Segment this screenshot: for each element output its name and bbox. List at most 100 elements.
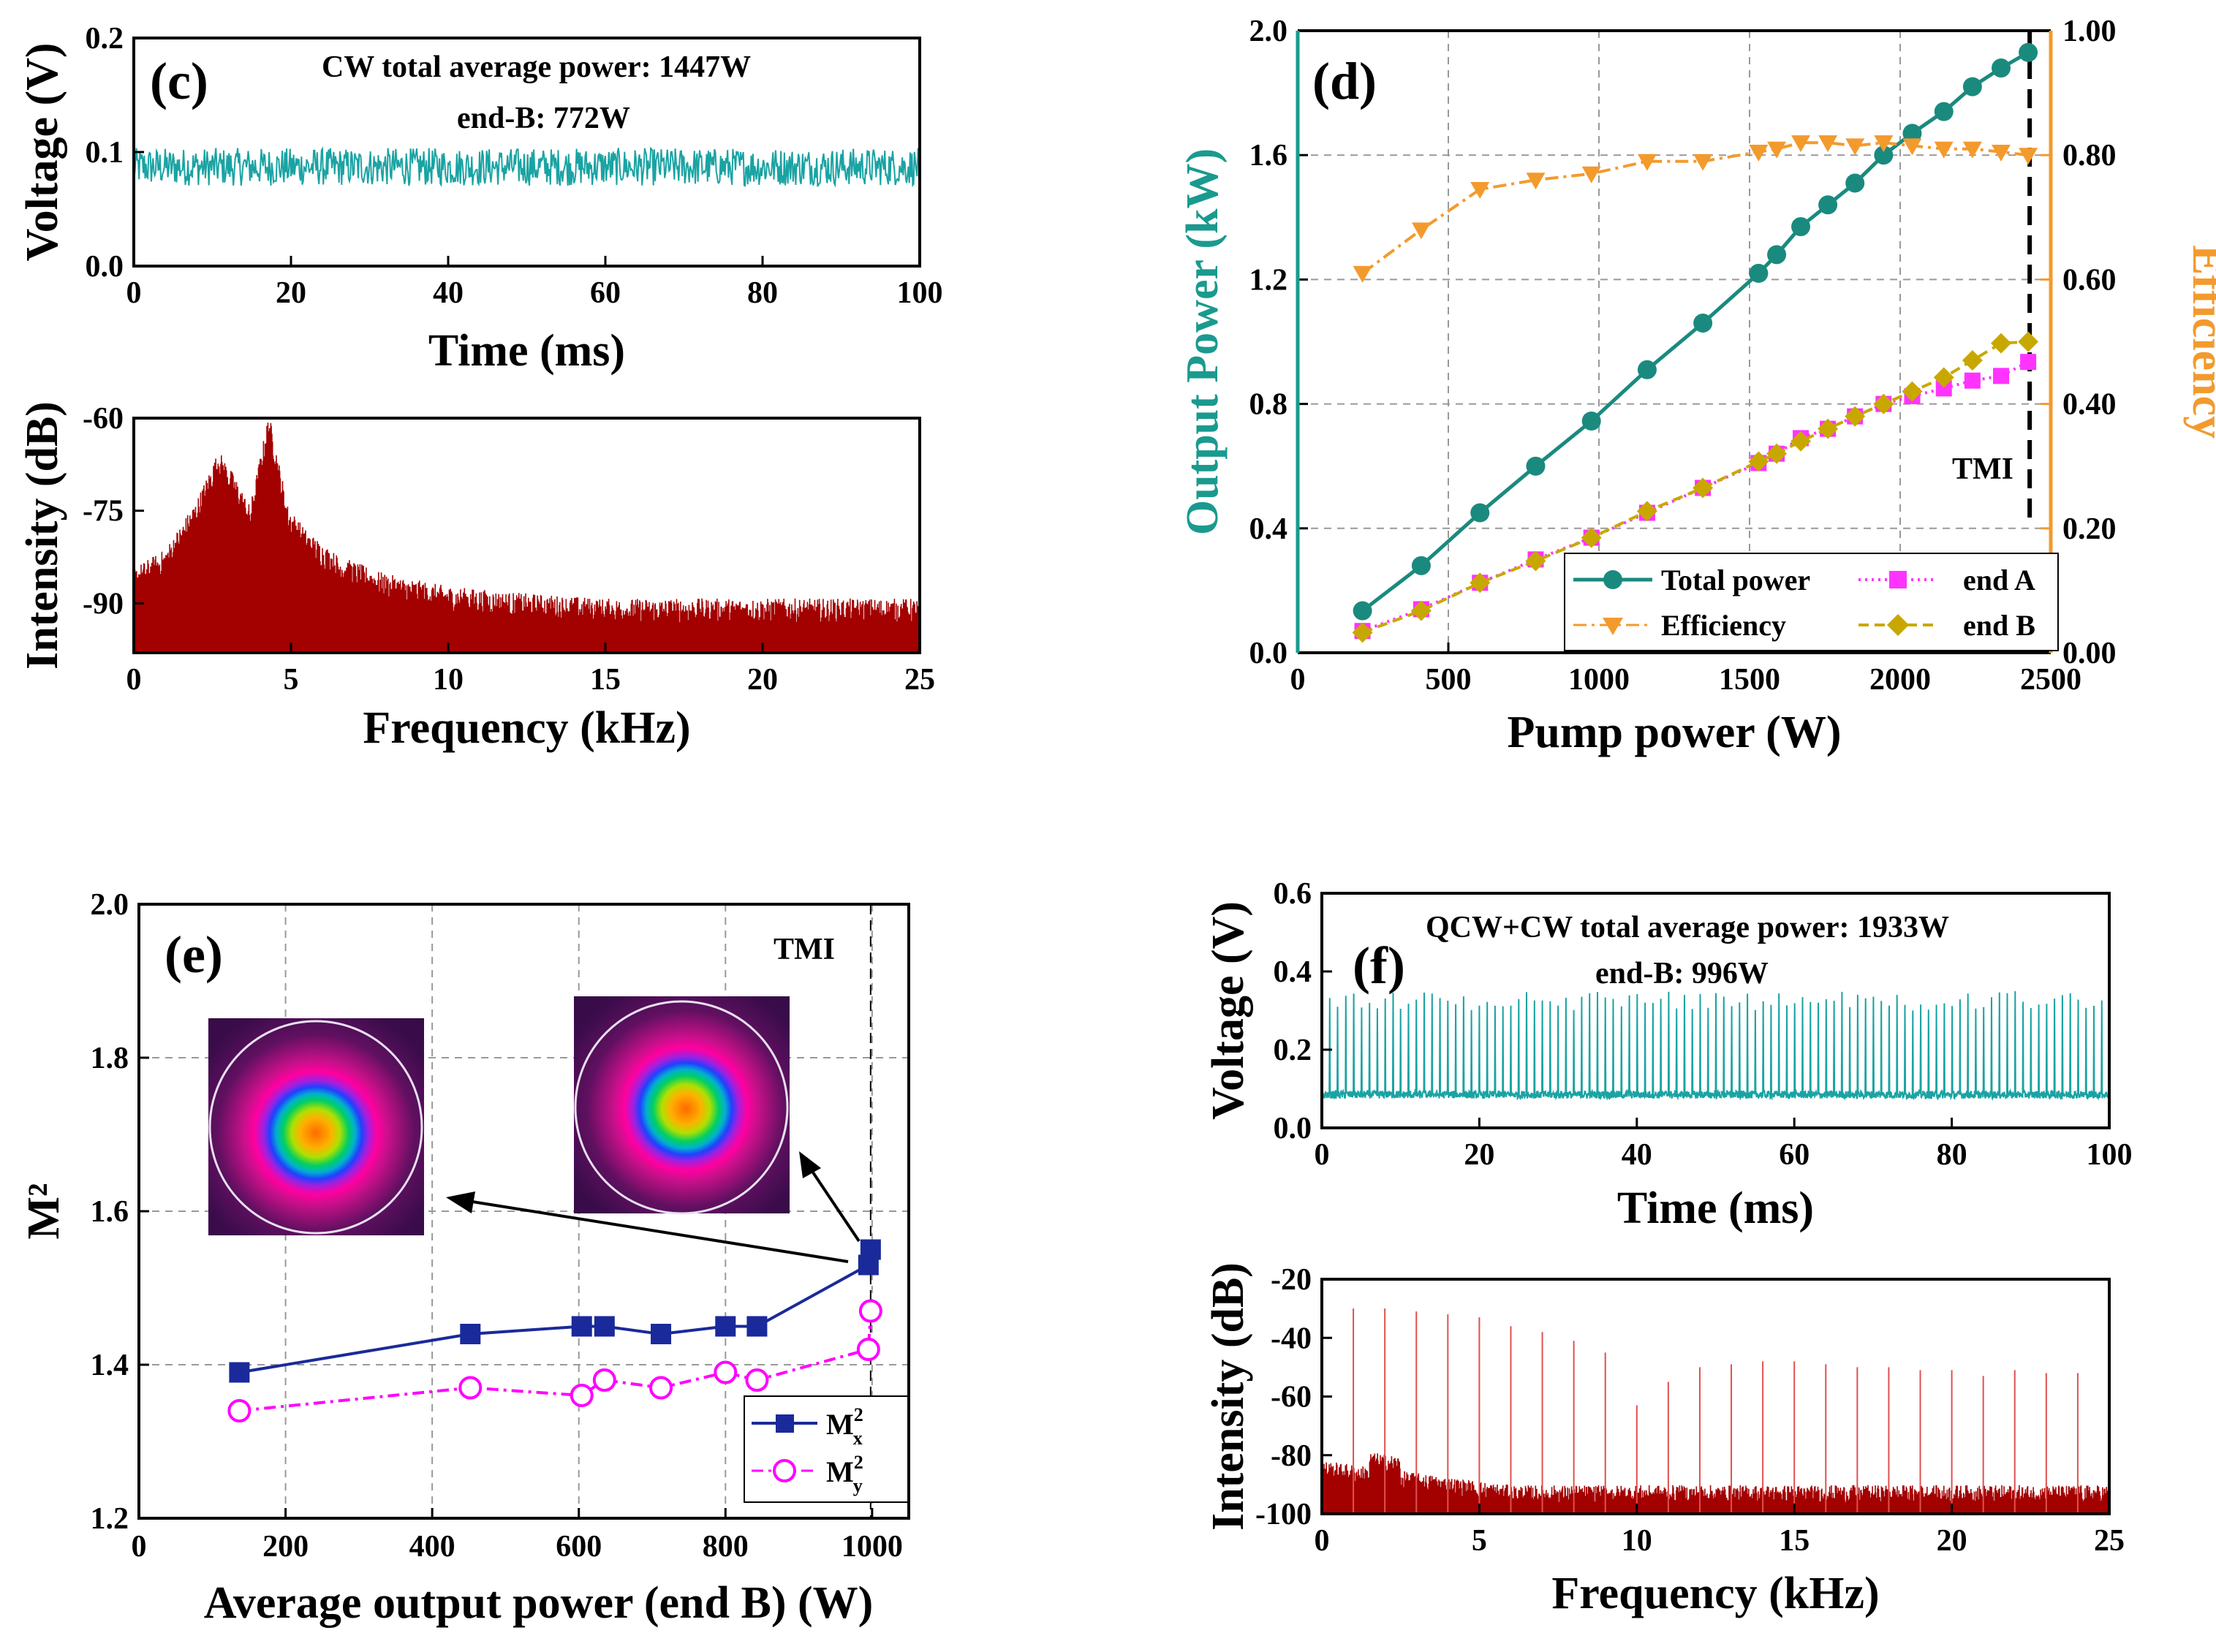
panel-e-m2y-point	[227, 1399, 252, 1422]
panel-d-ytick-label: 1.2	[1249, 263, 1288, 297]
panel-e-xtick-label: 200	[262, 1530, 309, 1564]
panel-c-bot-xtick-label: 10	[433, 663, 464, 697]
panel-d-total-power-point	[1902, 124, 1922, 143]
panel-d-ytick-label: 1.6	[1249, 139, 1288, 173]
panel-d-total-power-point	[1962, 77, 1982, 96]
panel-d-efficiency-point	[1637, 154, 1657, 171]
panel-c-voltage-plot: 0 20 40 60 80 100 0.0 0.1 0.2 Time (ms) Voltage (V…	[18, 22, 943, 376]
panel-e-m2x-line	[239, 1249, 872, 1374]
panel-d: 0 500 1000 1500 2000 2500 0.0 0.4 0.8 1.2 1.6 2.0 0.…	[1178, 15, 2216, 757]
panel-c-top-ylabel: Voltage (V)	[18, 42, 67, 261]
svg-text:M2y: M2 y	[826, 1452, 863, 1496]
panel-d-total-power-point	[1637, 360, 1657, 379]
panel-f-spectrum-plot: 0 5 10 15 20 25 -20 -40 -60 -80 -100 Frequency (kHz…	[1203, 1262, 2125, 1618]
panel-e-ytick-label: 2.0	[91, 888, 129, 922]
panel-c-bot-frame	[132, 417, 921, 654]
panel-d-end-a-point	[1964, 372, 1981, 389]
panel-c-bot-xtick-label: 0	[126, 663, 142, 697]
panel-c-annotation-line-2: end-B: 772W	[457, 102, 630, 135]
panel-d-total-power-point	[1749, 263, 1769, 283]
panel-d-end-b-point	[1470, 572, 1491, 594]
panel-d-ytick-label: 0.8	[1249, 388, 1288, 422]
panel-d-ytick-right-label: 1.00	[2062, 15, 2117, 48]
panel-f-bot-frame	[1320, 1278, 2111, 1515]
panel-f-bot-xtick-label: 20	[1937, 1524, 1967, 1558]
legend-m2x-sup: 2	[854, 1404, 863, 1425]
panel-d-efficiency-point	[1992, 144, 2011, 162]
panel-c-bot-xlabel: Frequency (kHz)	[363, 703, 690, 753]
panel-c-annotation-line-1: CW total average power: 1447W	[322, 50, 751, 84]
panel-c-top-xtick-label: 100	[897, 276, 943, 310]
legend-m2y-sub: y	[853, 1475, 863, 1496]
panel-c-top-xtick-label: 80	[747, 276, 778, 310]
panel-c-bot-ylabel: Intensity (dB)	[18, 401, 67, 670]
panel-d-efficiency-line	[1361, 141, 2029, 275]
panel-e-ylabel: M²	[19, 1183, 69, 1239]
panel-d-efficiency-point	[1581, 166, 1601, 183]
panel-e-frame	[137, 903, 910, 1520]
panel-f-bot-xtick-label: 10	[1622, 1524, 1652, 1558]
panel-d-efficiency-point	[1845, 138, 1865, 156]
panel-f-bot-ytick-label: -40	[1271, 1322, 1312, 1355]
panel-e-label: (e)	[165, 925, 223, 984]
panel-e-xtick-label: 600	[556, 1530, 602, 1564]
legend-end-a: end A	[1858, 564, 2035, 596]
panel-f-top-xtick-label: 60	[1779, 1138, 1810, 1172]
panel-e-ytick-label: 1.4	[91, 1349, 129, 1382]
panel-e-ytick-label: 1.2	[91, 1502, 129, 1536]
panel-d-total-power-point	[1845, 173, 1865, 193]
legend-total-power: Total power	[1573, 564, 1810, 596]
panel-d-ytick-right-label: 0.40	[2062, 388, 2117, 422]
panel-d-total-power-point	[1581, 412, 1601, 431]
legend-end-a-label: end A	[1963, 564, 2035, 596]
beam-profile-inset-low-power	[208, 1018, 424, 1235]
panel-e-m2x-point	[746, 1316, 768, 1337]
panel-d-ytick-label: 0.0	[1249, 637, 1288, 670]
panel-f-spectrum-floor	[1321, 1453, 2110, 1514]
panel-c-top-ytick-label: 0.2	[86, 22, 124, 56]
panel-d-ytick-right-label: 0.60	[2062, 263, 2117, 297]
panel-e-xtick-label: 800	[703, 1530, 749, 1564]
panel-f-bot-ylabel: Intensity (dB)	[1203, 1262, 1253, 1531]
panel-f-bot-ytick-label: -60	[1271, 1381, 1312, 1414]
panel-f-bot-xtick-label: 25	[2094, 1524, 2125, 1558]
panel-d-xlabel: Pump power (W)	[1508, 708, 1842, 757]
panel-c-top-xtick-label: 60	[590, 276, 621, 310]
panel-d-efficiency-point	[1791, 135, 1811, 153]
panel-f-top-frame	[1320, 892, 2111, 1129]
panel-c-spectrum-trace	[133, 423, 920, 653]
panel-d-total-power-point	[2019, 42, 2038, 62]
panel-d-end-b-point	[1818, 418, 1839, 439]
panel-d-legend-box	[1564, 553, 2059, 651]
panel-f-annotation-line-1: QCW+CW total average power: 1933W	[1426, 911, 1949, 944]
panel-e-m2x-point	[594, 1316, 615, 1337]
panel-d-end-a-point	[1935, 380, 1952, 397]
panel-c-top-xlabel: Time (ms)	[428, 326, 625, 376]
panel-f-top-xtick-label: 100	[2087, 1138, 2133, 1172]
panel-e-ytick-label: 1.8	[91, 1042, 129, 1075]
panel-d-total-power-point	[1353, 601, 1372, 621]
panel-d-end-b-line	[1361, 340, 2029, 634]
panel-d-ylabel-right: Efficiency	[2183, 245, 2216, 439]
panel-c-bot-xtick-label: 15	[590, 663, 621, 697]
panel-f-bot-ytick-label: -100	[1255, 1498, 1312, 1531]
panel-d-end-a-point	[2020, 354, 2037, 371]
panel-e-m2x-point	[460, 1324, 481, 1344]
panel-e-xtick-label: 0	[132, 1530, 147, 1564]
panel-d-end-b-point	[1636, 501, 1657, 522]
panel-d-end-b-point	[2018, 331, 2039, 352]
panel-d-xtick-label: 1000	[1568, 663, 1630, 697]
panel-d-efficiency-point	[1934, 141, 1954, 159]
panel-d-label: (d)	[1312, 52, 1377, 110]
panel-f-top-xlabel: Time (ms)	[1617, 1183, 1814, 1233]
panel-d-total-power-point	[1526, 456, 1546, 476]
panel-e-legend-box	[744, 1395, 909, 1503]
panel-e-m2x-point	[860, 1239, 881, 1260]
legend-m2x: M2 x	[752, 1404, 863, 1449]
legend-m2y: M2 y	[752, 1452, 863, 1496]
panel-f-bot-xtick-label: 15	[1779, 1524, 1810, 1558]
panel-c-bot-xtick-label: 5	[284, 663, 299, 697]
panel-d-tmi-annotation: TMI	[1952, 452, 2013, 486]
panel-c-top-ytick-label: 0.0	[86, 250, 124, 284]
panel-d-xtick-label: 0	[1290, 663, 1306, 697]
